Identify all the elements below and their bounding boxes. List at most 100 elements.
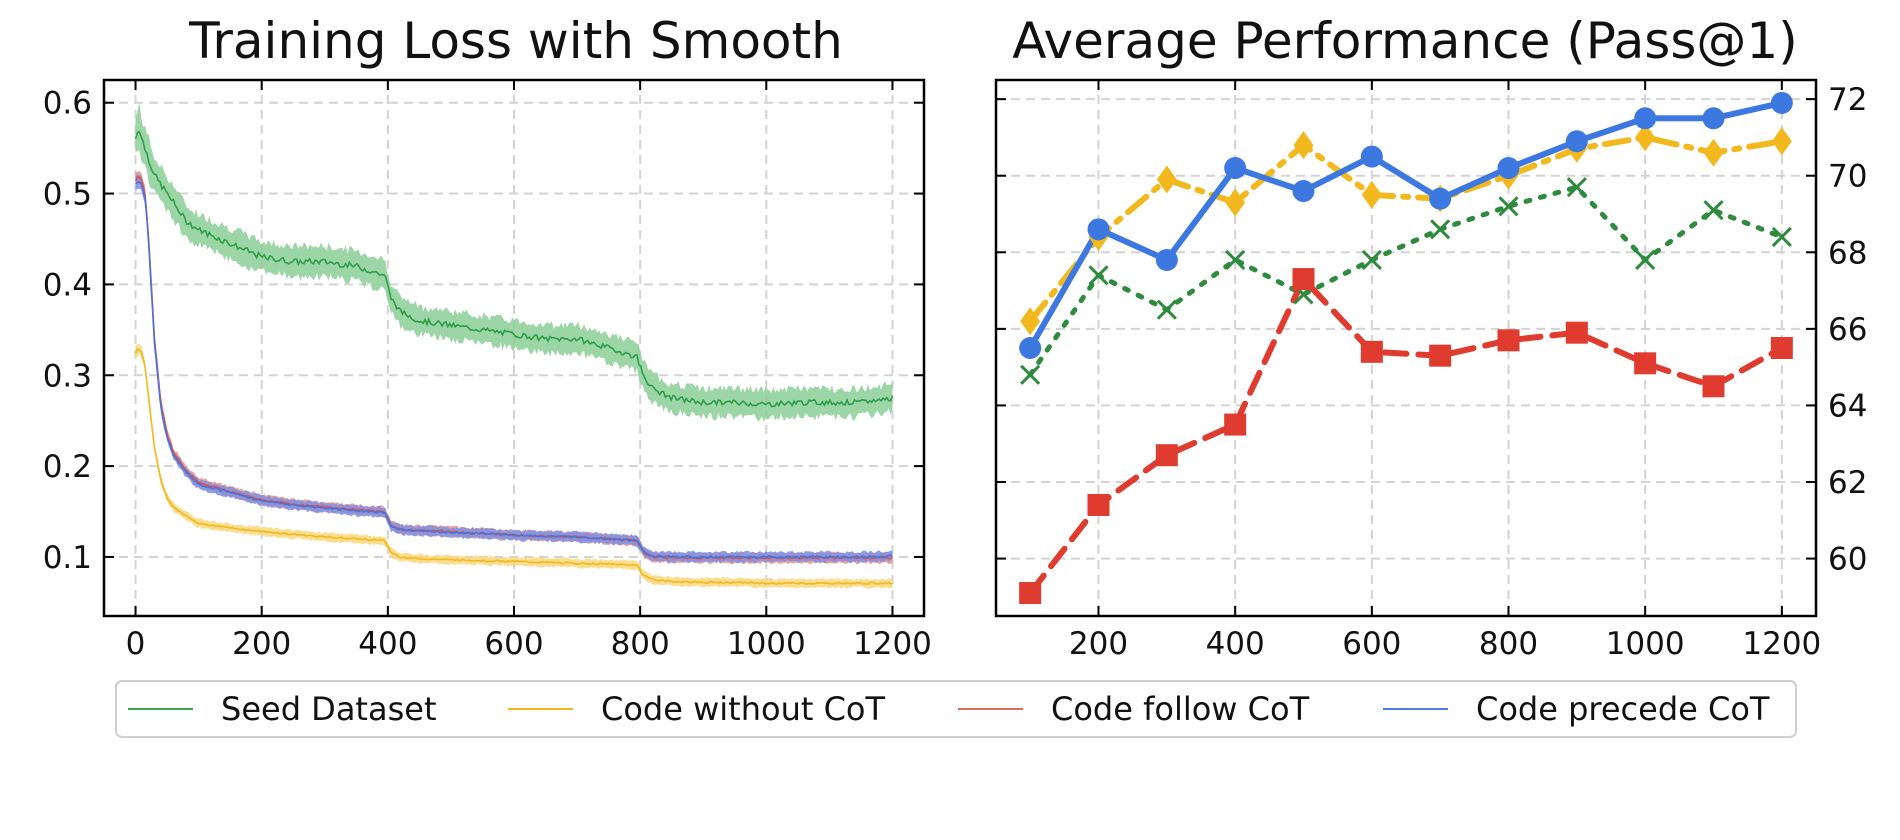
perf-ytick-label-2: 64 (1828, 388, 1867, 424)
loss-line-code-precede-cot (135, 181, 893, 559)
perf-ytick-label-1: 62 (1828, 465, 1867, 501)
perf-point-code-precede-cot-8 (1565, 130, 1588, 153)
perf-point-code-precede-cot-9 (1634, 107, 1657, 130)
legend-label-code-without-cot: Code without CoT (601, 690, 885, 728)
perf-point-seed-dataset-2 (1156, 299, 1177, 320)
perf-point-code-precede-cot-11 (1770, 91, 1793, 114)
perf-point-seed-dataset-1-b (1088, 265, 1109, 286)
performance-chart: Average Performance (Pass@1) 200 400 600 80… (994, 12, 1867, 662)
perf-point-code-precede-cot-6 (1429, 187, 1452, 210)
perf-point-seed-dataset-1 (1088, 265, 1109, 286)
perf-point-code-without-cot-2 (1156, 165, 1177, 194)
perf-point-seed-dataset-9-b (1635, 249, 1656, 271)
perf-point-code-follow-cot-7 (1497, 329, 1520, 352)
perf-point-code-without-cot-4 (1293, 131, 1314, 160)
perf-ytick-label-6: 72 (1828, 82, 1867, 118)
loss-chart-ticks: 0 200 400 600 800 1000 1200 0.1 0.2 0.3 0.4 0.5 0.6 (43, 80, 932, 662)
legend: Seed Dataset Code without CoT Code follow … (115, 680, 1797, 738)
perf-point-code-follow-cot-10 (1702, 375, 1725, 398)
perf-line-seed-dataset (1027, 184, 1785, 378)
perf-point-seed-dataset-2-b (1156, 299, 1177, 320)
perf-point-code-precede-cot-2 (1155, 248, 1178, 271)
loss-xtick-label-5: 1000 (727, 626, 806, 662)
legend-label-code-follow-cot: Code follow CoT (1051, 690, 1310, 728)
perf-point-seed-dataset-6-b (1430, 219, 1451, 240)
legend-box (115, 680, 1797, 738)
perf-point-seed-dataset-8-b (1566, 177, 1587, 198)
perf-point-seed-dataset-5 (1361, 249, 1382, 271)
perf-point-code-without-cot-11 (1771, 127, 1792, 156)
perf-point-seed-dataset-10-b (1703, 200, 1724, 221)
legend-label-seed-dataset: Seed Dataset (221, 690, 436, 728)
perf-point-code-precede-cot-3 (1224, 157, 1247, 180)
performance-chart-title: Average Performance (Pass@1) (1012, 12, 1797, 70)
perf-point-code-without-cot-0 (1020, 307, 1041, 336)
perf-point-code-precede-cot-4 (1292, 180, 1315, 203)
perf-point-code-follow-cot-9 (1634, 352, 1657, 375)
perf-point-code-follow-cot-11 (1770, 337, 1793, 359)
loss-xtick-label-2: 400 (358, 626, 417, 662)
loss-xtick-label-4: 800 (611, 626, 670, 662)
perf-point-code-follow-cot-1 (1087, 493, 1110, 516)
loss-ytick-label-5: 0.6 (43, 86, 92, 122)
loss-xtick-label-6: 1200 (853, 626, 932, 662)
loss-chart-title: Training Loss with Smooth (188, 12, 843, 70)
perf-point-seed-dataset-9 (1635, 249, 1656, 271)
perf-line-code-precede-cot (1027, 100, 1785, 351)
perf-point-seed-dataset-8 (1566, 177, 1587, 198)
perf-point-seed-dataset-0 (1020, 364, 1041, 385)
loss-chart-lines (134, 130, 894, 585)
perf-point-seed-dataset-0-b (1020, 364, 1041, 385)
perf-xtick-label-4: 1000 (1606, 626, 1685, 662)
perf-ytick-label-5: 70 (1828, 159, 1867, 195)
loss-line-code-without-cot (134, 347, 893, 585)
perf-point-code-without-cot-5 (1361, 180, 1382, 209)
perf-point-code-follow-cot-4 (1292, 268, 1315, 291)
perf-point-code-precede-cot-7 (1497, 157, 1520, 180)
perf-point-code-without-cot-3 (1225, 188, 1246, 217)
perf-ytick-label-0: 60 (1828, 542, 1867, 578)
loss-xtick-label-1: 200 (232, 626, 291, 662)
performance-chart-markers (1019, 91, 1793, 605)
loss-ytick-label-3: 0.4 (43, 267, 92, 303)
loss-line-code-follow-cot (134, 176, 893, 560)
perf-xtick-label-0: 200 (1069, 626, 1128, 662)
loss-ytick-label-4: 0.5 (43, 177, 92, 213)
perf-point-seed-dataset-10 (1703, 200, 1724, 221)
perf-point-code-follow-cot-6 (1429, 344, 1452, 367)
perf-point-code-precede-cot-0 (1019, 337, 1042, 359)
perf-point-code-without-cot-10 (1703, 138, 1724, 167)
perf-point-code-without-cot-9 (1635, 123, 1656, 152)
perf-line-code-follow-cot (1027, 276, 1785, 596)
loss-chart: Training Loss with Smooth 0 200 400 600 800 1… (43, 12, 932, 662)
perf-xtick-label-3: 800 (1479, 626, 1538, 662)
loss-ytick-label-1: 0.2 (43, 449, 92, 485)
loss-ytick-label-0: 0.1 (43, 540, 92, 576)
performance-chart-lines (1027, 100, 1785, 596)
perf-xtick-label-2: 600 (1342, 626, 1401, 662)
performance-chart-frame (994, 78, 1818, 618)
perf-point-code-precede-cot-5 (1360, 145, 1383, 168)
perf-point-code-follow-cot-2 (1155, 444, 1178, 467)
perf-point-seed-dataset-7-b (1498, 196, 1519, 217)
perf-point-seed-dataset-7 (1498, 196, 1519, 217)
perf-point-code-follow-cot-8 (1565, 321, 1588, 344)
loss-line-seed-dataset (134, 130, 894, 408)
performance-chart-grid (996, 80, 1816, 616)
perf-ytick-label-3: 66 (1828, 312, 1867, 348)
perf-point-code-precede-cot-10 (1702, 107, 1725, 130)
loss-xtick-label-0: 0 (126, 626, 146, 662)
perf-point-seed-dataset-6 (1430, 219, 1451, 240)
perf-point-seed-dataset-11 (1771, 226, 1792, 248)
perf-point-seed-dataset-3 (1225, 249, 1246, 271)
loss-xtick-label-3: 600 (484, 626, 543, 662)
perf-point-seed-dataset-3-b (1225, 249, 1246, 271)
perf-point-code-precede-cot-1 (1087, 218, 1110, 241)
loss-ytick-label-2: 0.3 (43, 358, 92, 394)
perf-ytick-label-4: 68 (1828, 235, 1867, 271)
perf-xtick-label-1: 400 (1206, 626, 1265, 662)
perf-point-seed-dataset-5-b (1361, 249, 1382, 271)
perf-point-code-follow-cot-3 (1224, 413, 1247, 436)
performance-chart-ticks: 200 400 600 800 1000 1200 60 62 64 66 68 70 72 (996, 80, 1867, 662)
